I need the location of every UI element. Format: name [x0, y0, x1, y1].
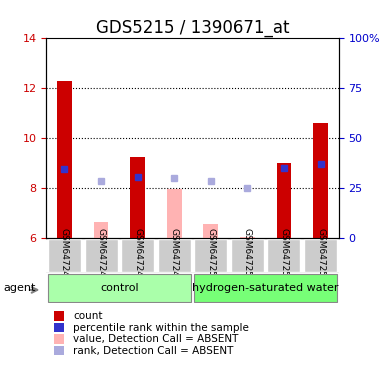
Text: GSM647252: GSM647252 — [280, 228, 288, 283]
Bar — [130, 157, 145, 238]
FancyBboxPatch shape — [48, 239, 81, 272]
FancyBboxPatch shape — [194, 239, 227, 272]
FancyBboxPatch shape — [158, 239, 191, 272]
Bar — [167, 189, 181, 238]
Bar — [94, 222, 109, 238]
FancyBboxPatch shape — [268, 239, 300, 272]
Text: value, Detection Call = ABSENT: value, Detection Call = ABSENT — [73, 334, 239, 344]
Bar — [313, 123, 328, 238]
Text: GSM647246: GSM647246 — [60, 228, 69, 283]
Text: hydrogen-saturated water: hydrogen-saturated water — [192, 283, 339, 293]
Bar — [240, 237, 255, 238]
Title: GDS5215 / 1390671_at: GDS5215 / 1390671_at — [96, 19, 289, 37]
Text: GSM647250: GSM647250 — [206, 228, 215, 283]
Bar — [57, 81, 72, 238]
FancyBboxPatch shape — [194, 274, 337, 302]
Text: GSM647248: GSM647248 — [133, 228, 142, 283]
FancyBboxPatch shape — [48, 274, 191, 302]
Text: GSM647251: GSM647251 — [243, 228, 252, 283]
Bar — [276, 163, 291, 238]
FancyBboxPatch shape — [304, 239, 337, 272]
FancyBboxPatch shape — [231, 239, 264, 272]
Bar — [204, 224, 218, 238]
Text: agent: agent — [4, 283, 36, 293]
Text: control: control — [100, 283, 139, 293]
Text: GSM647249: GSM647249 — [170, 228, 179, 283]
FancyBboxPatch shape — [85, 239, 117, 272]
FancyBboxPatch shape — [121, 239, 154, 272]
Text: GSM647247: GSM647247 — [97, 228, 105, 283]
Text: GSM647253: GSM647253 — [316, 228, 325, 283]
Text: percentile rank within the sample: percentile rank within the sample — [73, 323, 249, 333]
Text: rank, Detection Call = ABSENT: rank, Detection Call = ABSENT — [73, 346, 234, 356]
Text: count: count — [73, 311, 103, 321]
